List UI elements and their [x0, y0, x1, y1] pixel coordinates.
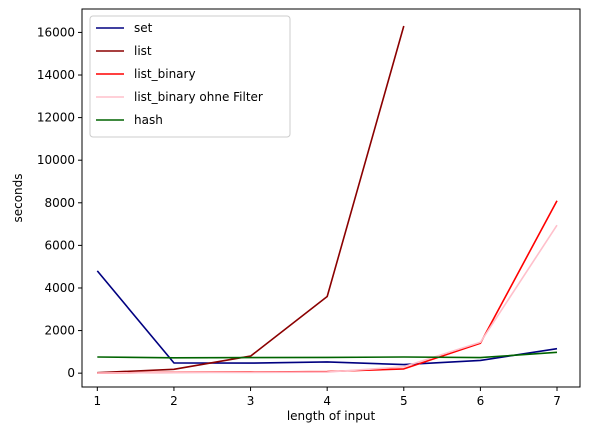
- y-tick-label: 10000: [37, 153, 75, 167]
- x-tick-label: 1: [94, 394, 102, 408]
- legend-label: set: [134, 21, 153, 35]
- y-tick-label: 12000: [37, 111, 75, 125]
- x-tick-label: 2: [170, 394, 178, 408]
- series-line-list-binary-ohne-filter: [97, 224, 558, 374]
- y-tick-label: 2000: [44, 324, 75, 338]
- legend-label: list: [134, 44, 152, 58]
- legend-label: list_binary: [134, 67, 196, 81]
- series-line-list: [97, 25, 405, 374]
- x-tick-label: 3: [247, 394, 255, 408]
- y-tick-label: 6000: [44, 238, 75, 252]
- y-axis-title: seconds: [11, 173, 25, 222]
- axis-ticks: 1 2 3 4 5 6 7 0 2000 4000 6000 8000 10000 12000 14000 1…: [37, 25, 561, 408]
- legend-box: [89, 15, 291, 138]
- x-tick-label: 4: [323, 394, 331, 408]
- x-tick-label: 5: [400, 394, 408, 408]
- y-tick-label: 16000: [37, 25, 75, 39]
- y-tick-label: 8000: [44, 196, 75, 210]
- y-tick-label: 14000: [37, 68, 75, 82]
- x-axis-title: length of input: [287, 409, 376, 423]
- series-lines: [96, 25, 558, 374]
- legend: set list list_binary list_binary ohne Filte…: [89, 15, 291, 138]
- legend-label: list_binary ohne Filter: [134, 90, 263, 104]
- series-line-set: [96, 270, 558, 366]
- x-tick-label: 7: [553, 394, 561, 408]
- x-tick-label: 6: [477, 394, 485, 408]
- legend-label: hash: [134, 113, 163, 127]
- plot-area-frame: [81, 8, 581, 388]
- series-line-hash: [97, 351, 558, 359]
- series-line-list-binary: [97, 200, 558, 374]
- y-tick-label: 0: [67, 366, 75, 380]
- y-tick-label: 4000: [44, 281, 75, 295]
